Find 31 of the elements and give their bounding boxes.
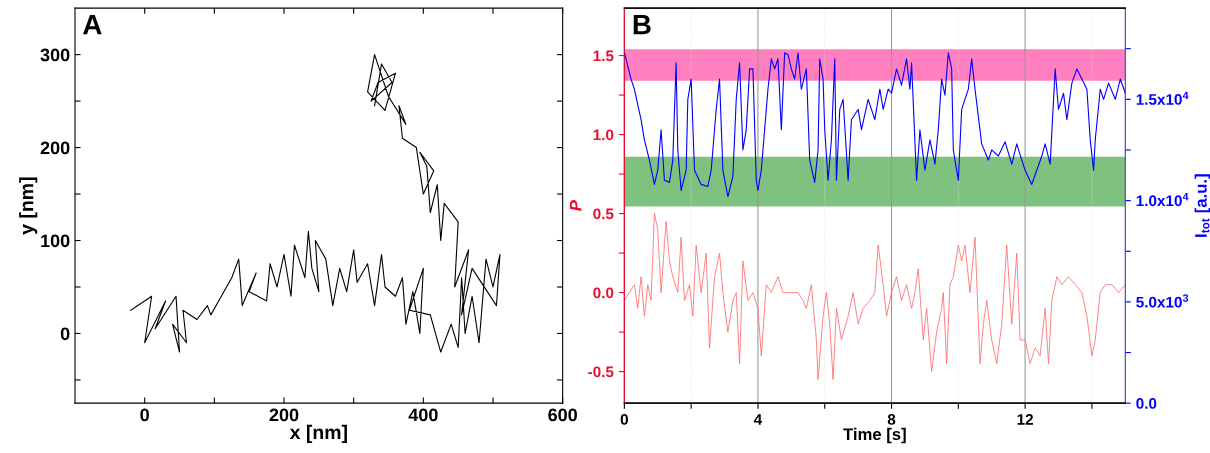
line-series (130, 54, 501, 353)
y-tick-label: 300 (40, 48, 70, 62)
x-tick-label: 0 (620, 413, 628, 425)
y-tick-label: 0 (60, 327, 70, 341)
annotation: B (633, 15, 651, 35)
line-series (624, 52, 1126, 198)
annotation: A (83, 15, 102, 35)
y2-tick-label: 0.0 (1136, 398, 1157, 409)
y2-tick-label: 5.0x10$^{3}$ (1136, 294, 1189, 308)
y2-tick-label: 1.0x10$^{4}$ (1136, 192, 1189, 207)
x-tick-label: 400 (408, 408, 438, 422)
line-series (624, 213, 1126, 380)
x-tick-label: 600 (548, 408, 577, 422)
x-tick-label: 200 (269, 408, 299, 422)
y2-tick-label: 1.5x10$^{4}$ (1136, 91, 1189, 105)
y-tick-label: 0.0 (593, 287, 614, 299)
y-tick-label: 1.5 (593, 50, 614, 62)
x-tick-label: 4 (753, 414, 763, 425)
y-axis-title: P (569, 200, 582, 211)
y-axis-title: y [nm] (19, 177, 38, 235)
y-tick-label: -0.5 (588, 366, 614, 378)
x-tick-label: 12 (1017, 413, 1033, 425)
x-tick-label: 0 (140, 408, 149, 422)
y-tick-label: 0.5 (593, 208, 614, 220)
x-tick-label: 8 (887, 413, 896, 425)
y-tick-label: 200 (40, 141, 70, 155)
y2-axis-title: I$_{tot}$ [a.u.] (1194, 174, 1210, 237)
y-tick-label: 1.0 (593, 129, 614, 141)
x-axis-title: Time [s] (843, 427, 906, 444)
y-tick-label: 100 (41, 234, 70, 248)
x-axis-title: x [nm] (289, 424, 347, 443)
